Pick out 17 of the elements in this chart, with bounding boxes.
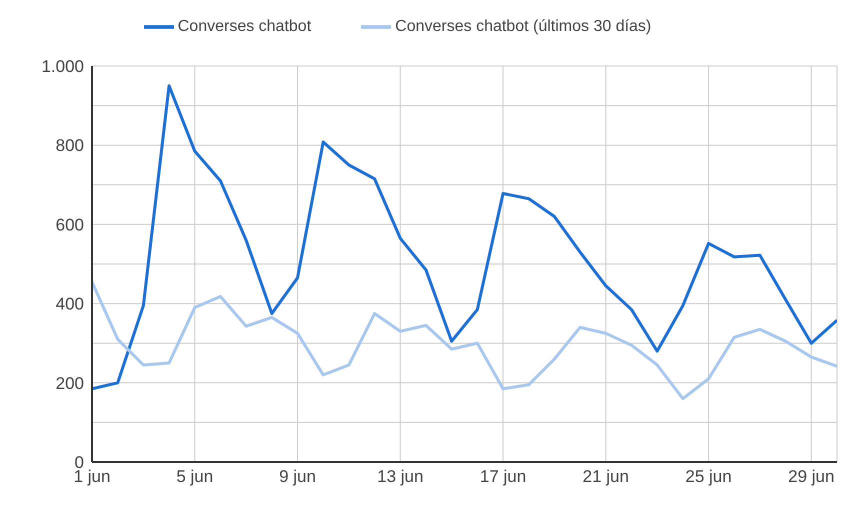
y-tick-label: 200 — [56, 374, 84, 393]
legend-label: Converses chatbot — [178, 18, 312, 36]
y-tick-label: 800 — [56, 136, 84, 156]
x-tick-label: 13 jun — [377, 467, 424, 486]
y-tick-label: 400 — [56, 294, 84, 314]
x-tick-label: 5 jun — [176, 467, 214, 486]
x-tick-label: 29 jun — [788, 467, 834, 486]
legend-label: Converses chatbot (últimos 30 días) — [395, 18, 652, 36]
x-tick-label: 1 jun — [74, 467, 110, 486]
y-tick-label: 600 — [56, 215, 84, 234]
x-tick-label: 25 jun — [685, 467, 732, 486]
x-tick-label: 17 jun — [480, 467, 526, 486]
line-series — [92, 280, 837, 400]
line-series — [92, 84, 837, 390]
x-tick-label: 9 jun — [279, 467, 316, 486]
x-tick-label: 21 jun — [582, 467, 629, 486]
y-tick-label: 1.000 — [41, 57, 84, 76]
